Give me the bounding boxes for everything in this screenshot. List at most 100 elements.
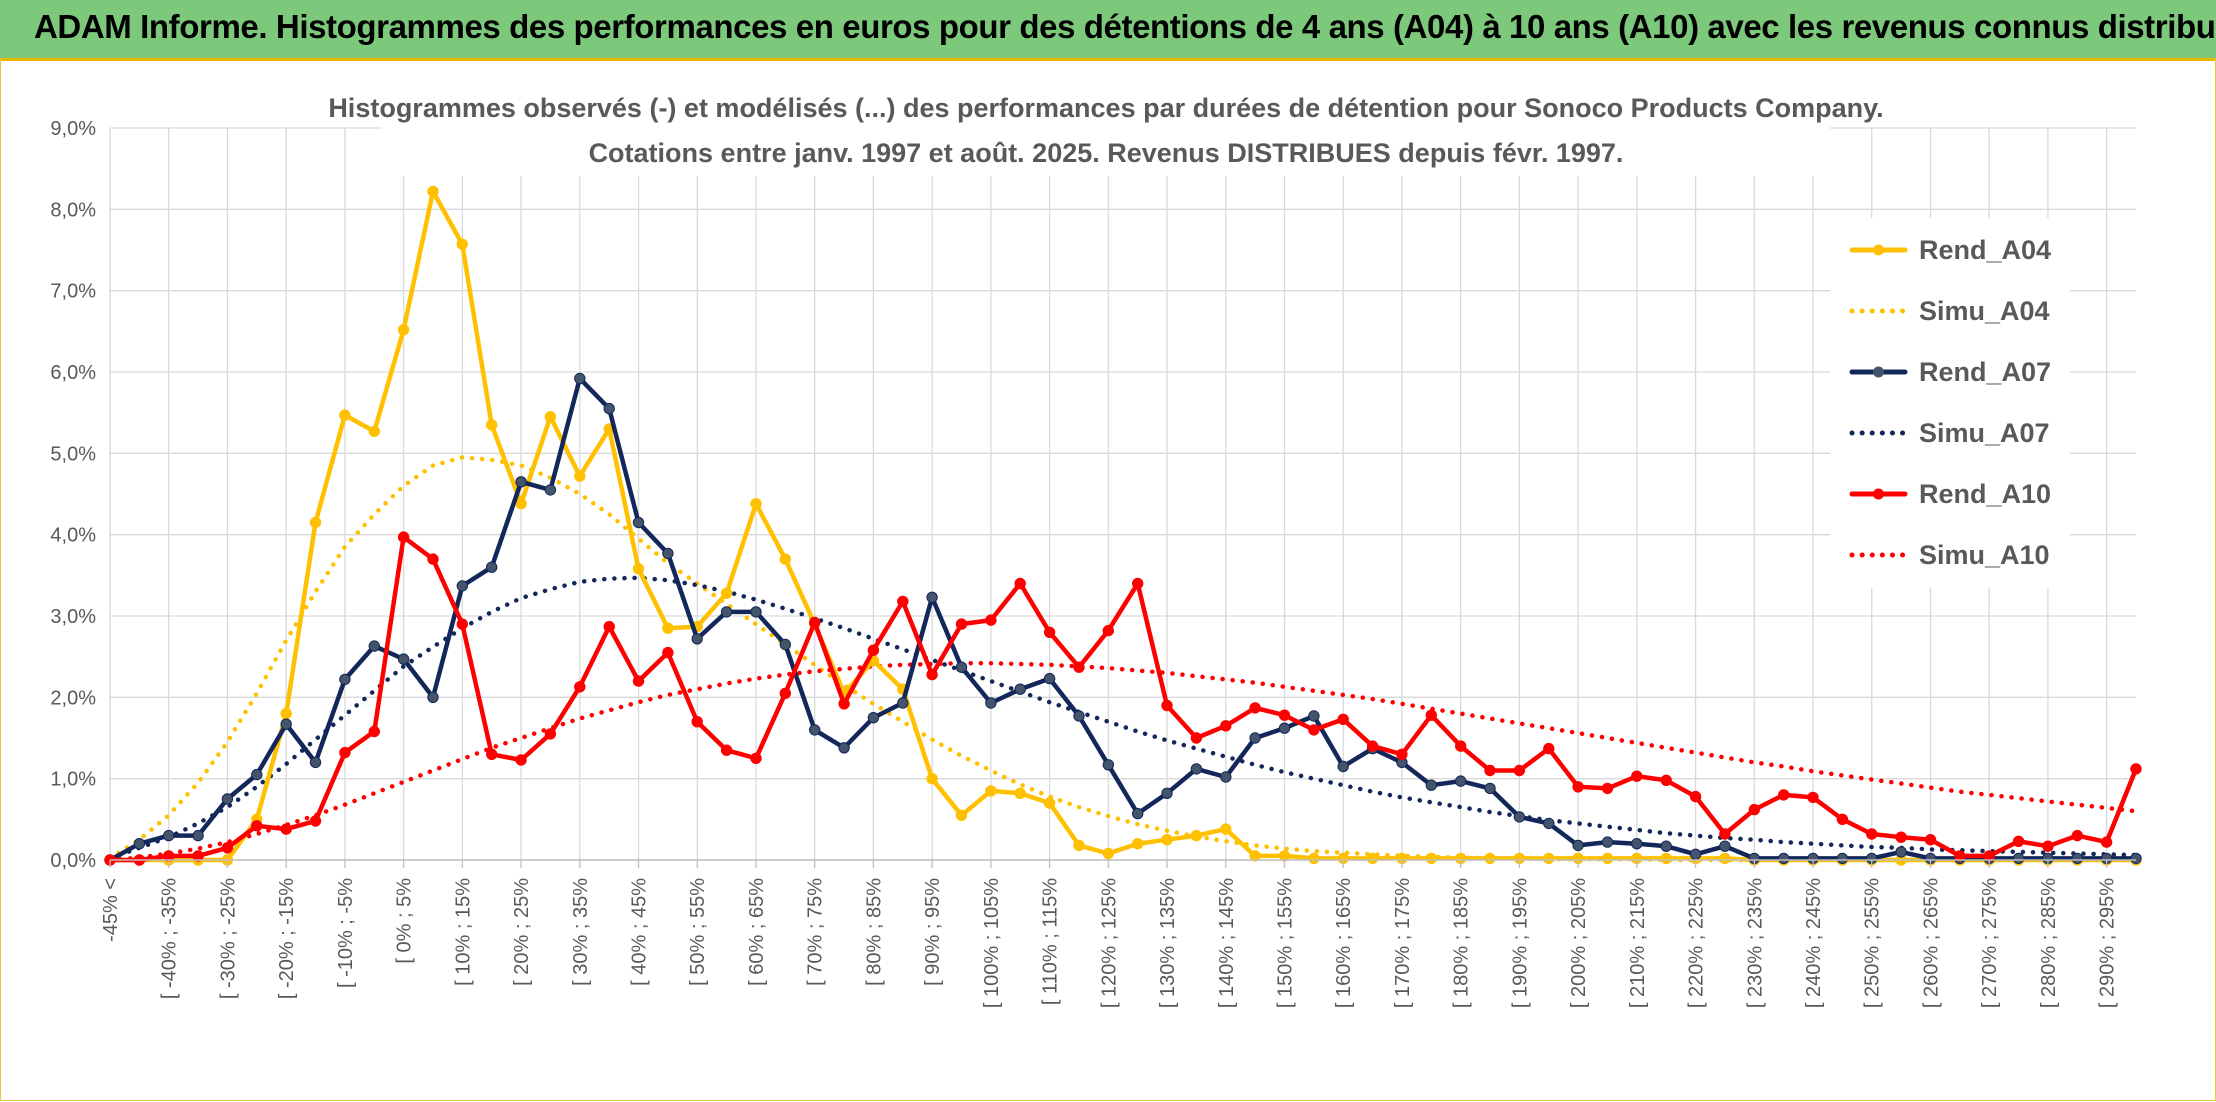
data-point-Rend_A07 [838,742,850,754]
data-point-Rend_A10 [515,754,527,766]
data-point-Rend_A10 [1073,661,1085,673]
data-point-Rend_A07 [867,712,880,724]
legend-marker-Rend_A04 [1873,244,1884,256]
data-point-Rend_A10 [397,531,410,543]
data-point-Rend_A04 [1161,834,1173,846]
x-tick-label: [ -30% ; -25% [217,878,239,999]
data-point-Rend_A07 [486,561,498,573]
data-point-Rend_A10 [779,687,791,699]
y-tick-label: 9,0% [50,118,96,140]
data-point-Rend_A07 [2071,852,2084,865]
data-point-Rend_A10 [926,668,938,681]
data-point-Rend_A07 [163,829,175,842]
data-point-Rend_A04 [1484,852,1496,865]
data-point-Rend_A04 [544,411,557,423]
x-tick-label: [ 40% ; 45% [629,878,651,986]
data-point-Rend_A07 [1073,710,1085,722]
data-point-Rend_A07 [662,547,674,560]
data-point-Rend_A07 [720,606,733,618]
data-point-Rend_A07 [1778,852,1790,865]
data-point-Rend_A10 [221,842,234,854]
data-point-Rend_A07 [1102,759,1115,771]
data-point-Rend_A10 [662,646,674,659]
x-tick-label: [ -40% ; -35% [159,878,181,999]
data-point-Rend_A10 [1924,834,1937,846]
data-point-Rend_A07 [1513,811,1526,823]
data-point-Rend_A07 [750,606,762,618]
data-point-Rend_A10 [1366,740,1379,752]
report-title: ADAM Informe. Histogrammes des performan… [34,8,2216,45]
data-point-Rend_A10 [2042,840,2054,852]
y-axis: 0,0% 1,0% 2,0% 3,0% 4,0% 5,0% 6,0% 7,0% 8,0% 9,0% [50,118,96,872]
data-point-Rend_A07 [691,633,703,645]
data-point-Rend_A04 [515,498,527,510]
data-point-Rend_A10 [1484,764,1496,777]
data-point-Rend_A07 [1660,840,1672,852]
data-point-Rend_A10 [456,618,468,630]
data-point-Rend_A07 [221,793,234,805]
data-point-Rend_A07 [1689,848,1702,860]
data-point-Rend_A07 [1249,732,1261,744]
data-point-Rend_A10 [1102,624,1115,637]
x-tick-label: [ 180% ; 185% [1451,878,1473,1008]
legend-label-Simu_A04: Simu_A04 [1919,296,2050,326]
data-point-Rend_A10 [1954,850,1966,862]
data-point-Rend_A07 [1278,722,1291,734]
data-point-Rend_A07 [1337,760,1349,773]
data-point-Rend_A07 [1484,782,1496,795]
legend-label-Rend_A10: Rend_A10 [1919,479,2051,509]
x-tick-label: [ 70% ; 75% [805,878,827,986]
data-point-Rend_A10 [897,595,909,608]
data-point-Rend_A10 [1190,732,1203,744]
x-tick-label: [ 260% ; 265% [1920,878,1942,1008]
x-tick-label: [ 240% ; 245% [1803,878,1825,1008]
data-point-Rend_A07 [1836,852,1849,865]
x-tick-label: [ 160% ; 165% [1333,878,1355,1008]
data-point-Rend_A10 [1748,803,1761,816]
series-line-Simu_A07 [107,575,2139,861]
y-tick-label: 7,0% [50,281,96,303]
data-point-Rend_A07 [574,372,586,385]
data-point-Rend_A10 [2130,763,2142,775]
data-point-Rend_A10 [1689,790,1702,803]
data-point-Rend_A04 [1102,847,1115,860]
data-point-Rend_A04 [779,553,791,565]
data-point-Rend_A10 [192,850,204,862]
data-point-Rend_A04 [632,563,645,575]
x-tick-label: [ 0% ; 5% [394,878,416,964]
data-point-Rend_A10 [1043,626,1056,638]
data-point-Rend_A10 [1278,709,1291,721]
data-point-Rend_A07 [809,724,821,736]
x-tick-label: [ 20% ; 25% [511,878,533,986]
data-point-Rend_A07 [2012,852,2025,865]
data-point-Rend_A10 [1132,577,1144,590]
data-point-Rend_A04 [1043,797,1056,809]
data-point-Rend_A04 [1308,852,1320,865]
data-point-Rend_A10 [691,716,703,728]
data-point-Rend_A10 [603,620,615,633]
data-point-Rend_A07 [456,580,468,592]
data-point-Rend_A10 [339,746,351,759]
y-tick-label: 8,0% [50,199,96,221]
data-point-Rend_A10 [1866,828,1878,840]
x-tick-label: [ 130% ; 135% [1157,878,1179,1008]
data-point-Rend_A04 [750,498,762,510]
data-point-Rend_A04 [1220,823,1232,835]
x-tick-label: -45% < [100,878,122,942]
data-point-Rend_A07 [339,673,351,686]
data-point-Rend_A07 [192,829,204,842]
data-point-Rend_A10 [1337,713,1349,725]
data-point-Rend_A07 [309,756,322,769]
data-point-Rend_A10 [309,815,322,827]
data-point-Rend_A07 [1014,683,1026,695]
data-point-Rend_A04 [280,707,292,720]
y-tick-label: 0,0% [50,850,96,872]
legend-background [1830,218,2070,588]
chart-title-background [382,86,1830,176]
x-tick-label: [ 250% ; 255% [1862,878,1884,1008]
data-point-Rend_A07 [985,697,997,709]
data-point-Rend_A10 [1719,828,1731,840]
x-tick-label: [ 90% ; 95% [922,878,944,986]
data-point-Rend_A04 [309,516,322,529]
x-tick-label: [ 200% ; 205% [1568,878,1590,1008]
